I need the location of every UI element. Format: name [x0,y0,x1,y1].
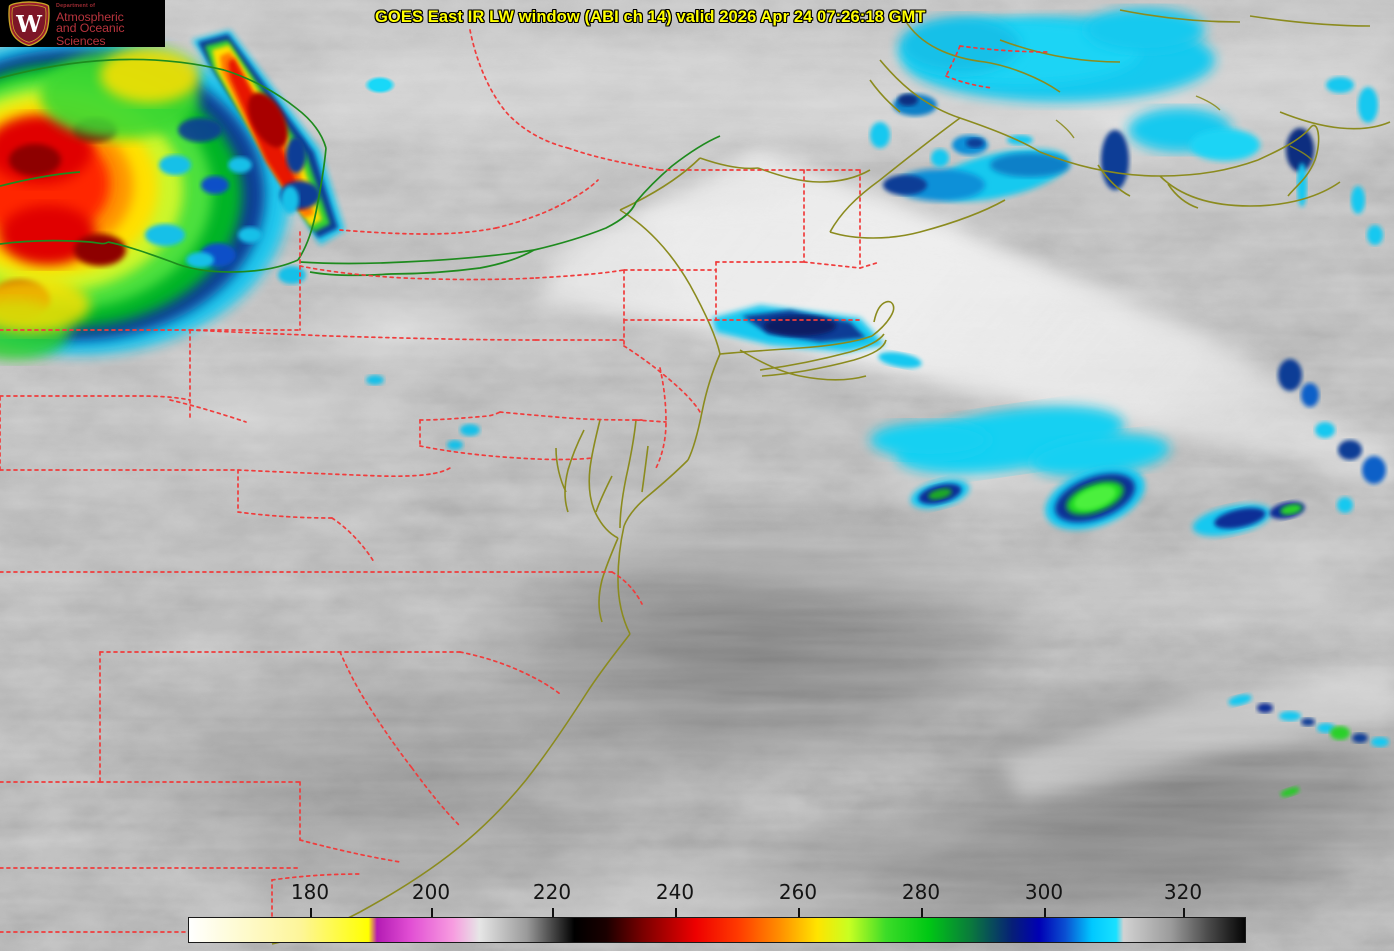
great-lakes-overlay [0,58,721,277]
colorbar-tick-mark-300 [1044,908,1046,917]
state-borders-overlay [0,29,1051,933]
colorbar-tick-mark-260 [798,908,800,917]
colorbar-tick-label-260: 260 [778,880,818,904]
colorbar-tick-label-280: 280 [901,880,941,904]
colorbar-ticks [0,908,1394,917]
atlantic-convective-cells [870,359,1386,537]
svg-text:W: W [15,11,43,38]
uw-madison-aos-logo: W Department of Atmospheric and Oceanic … [0,0,165,47]
coastline-overlay [271,9,1391,945]
colorbar-tick-label-220: 220 [532,880,572,904]
colorbar-tick-mark-280 [921,908,923,917]
uw-crest-icon: W [7,1,51,47]
long-island-convective-band [712,305,922,368]
southeast-atlantic-cell-line [1228,694,1389,797]
colorbar-tick-mark-240 [675,908,677,917]
colorbar-tick-label-240: 240 [655,880,695,904]
logo-line-3: and Oceanic Sciences [56,21,125,47]
logo-line-1: Department of [56,3,96,9]
colorbar-tick-label-320: 320 [1163,880,1203,904]
colorbar-tick-mark-320 [1183,908,1185,917]
maritimes-cloud-shield [870,8,1383,245]
colorbar-tick-mark-200 [431,908,433,917]
convective-line-northeast [192,30,345,284]
colorbar-tick-mark-180 [310,908,312,917]
scattered-cyan-cells [145,76,480,450]
logo-line-2: Atmospheric [56,9,124,24]
colorbar-gradient [188,917,1246,943]
colorbar-tick-label-180: 180 [290,880,330,904]
colorbar-tick-label-300: 300 [1024,880,1064,904]
colorbar-tick-labels: 180 200 220 240 260 280 300 320 [0,880,1394,908]
colorbar-tick-mark-220 [552,908,554,917]
colorbar-gradient-fill [189,918,1245,942]
image-title: GOES East IR LW window (ABI ch 14) valid… [375,8,926,26]
logo-department-text: Department of Atmospheric and Oceanic Sc… [56,3,165,47]
colorbar-legend: 180 200 220 240 260 280 300 320 [0,880,1394,951]
colorbar-tick-label-200: 200 [411,880,451,904]
